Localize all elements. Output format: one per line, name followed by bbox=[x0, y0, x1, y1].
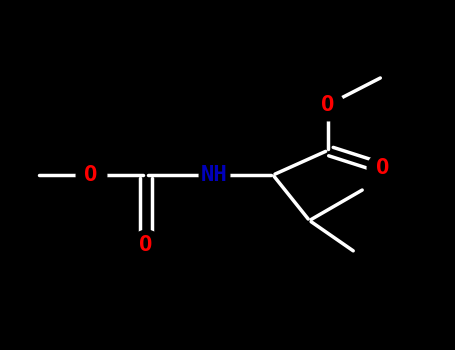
Text: O: O bbox=[84, 165, 98, 185]
Text: O: O bbox=[375, 158, 389, 178]
Text: O: O bbox=[321, 95, 334, 115]
Text: NH: NH bbox=[201, 165, 227, 185]
Text: O: O bbox=[139, 235, 152, 255]
